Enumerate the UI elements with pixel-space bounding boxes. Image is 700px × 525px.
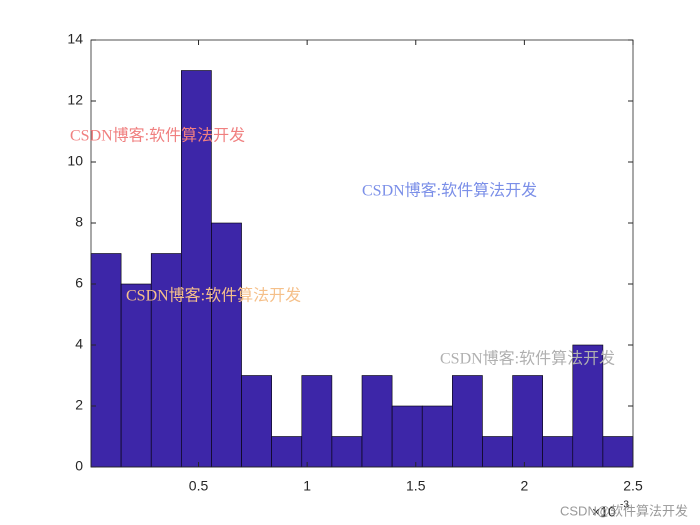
bar — [241, 375, 272, 468]
bar — [421, 405, 453, 468]
bar — [542, 436, 574, 468]
bar — [452, 375, 483, 468]
bar — [181, 70, 212, 468]
bar — [331, 436, 363, 468]
x-tick-label: 2.5 — [623, 478, 643, 494]
watermark: CSDN@软件算法开发 — [560, 503, 688, 518]
watermark: CSDN博客:软件算法开发 — [440, 349, 615, 368]
x-tick-label: 1 — [303, 478, 311, 494]
bar — [271, 436, 303, 468]
y-tick-label: 2 — [75, 397, 83, 413]
bar — [211, 222, 242, 468]
bar — [150, 253, 182, 468]
x-tick-label: 2 — [520, 478, 528, 494]
y-tick-label: 12 — [67, 92, 83, 108]
y-tick-label: 4 — [75, 336, 83, 352]
x-exponent: ×10 — [592, 504, 616, 520]
bar — [512, 375, 543, 468]
y-tick-label: 10 — [67, 153, 83, 169]
watermark: CSDN博客:软件算法开发 — [126, 286, 301, 305]
x-tick-label: 0.5 — [189, 478, 209, 494]
bar — [90, 253, 122, 468]
y-tick-label: 8 — [75, 214, 83, 230]
x-exponent-power: -3 — [620, 500, 629, 511]
bar — [301, 375, 333, 468]
y-tick-label: 6 — [75, 275, 83, 291]
plot-frame — [90, 39, 634, 468]
y-tick-label: 0 — [75, 458, 83, 474]
watermark: CSDN博客:软件算法开发 — [362, 181, 537, 200]
bar — [391, 405, 423, 468]
bar — [120, 283, 152, 468]
bar — [361, 375, 393, 468]
bar — [602, 436, 634, 468]
x-tick-label: 1.5 — [406, 478, 426, 494]
bar — [482, 436, 513, 468]
bar — [572, 344, 604, 468]
watermark: CSDN博客:软件算法开发 — [70, 126, 245, 145]
y-tick-label: 14 — [67, 31, 83, 47]
